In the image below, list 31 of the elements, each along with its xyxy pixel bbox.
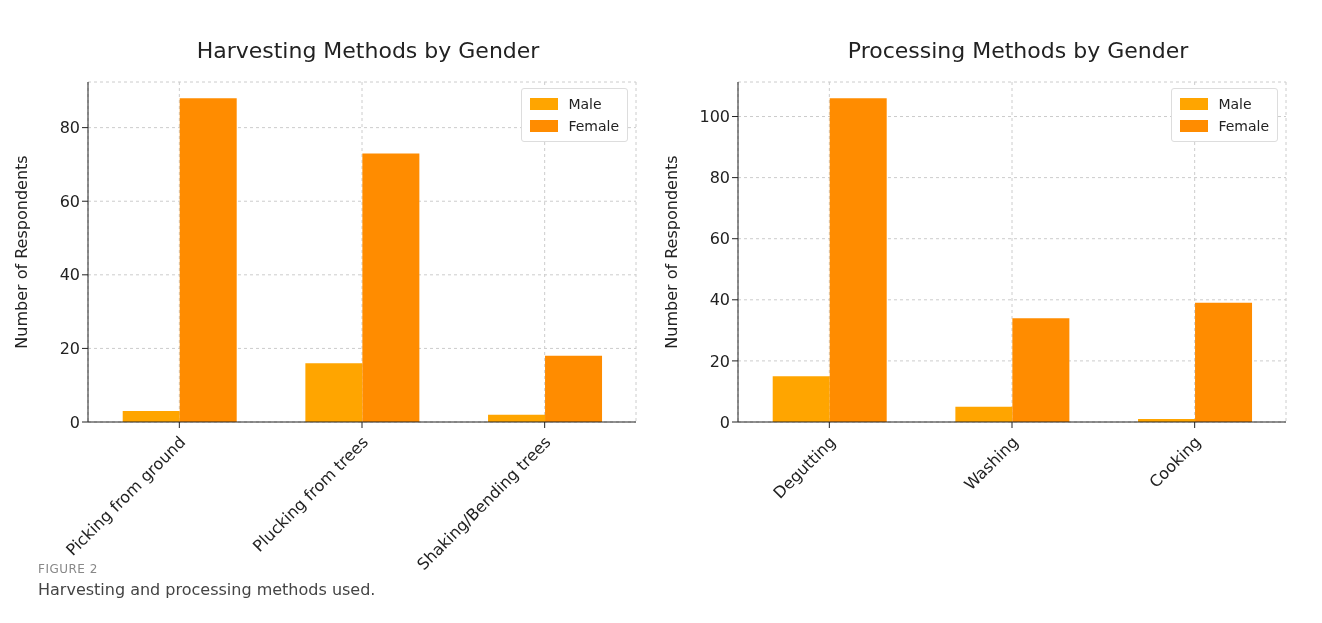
- y-tick-label: 80: [709, 168, 730, 188]
- bar: [955, 406, 1013, 422]
- y-tick-label: 20: [709, 351, 730, 371]
- bar: [305, 363, 363, 422]
- text: Harvesting and processing methods used.: [38, 580, 377, 599]
- bar: [1195, 302, 1253, 422]
- caption: FIGURE 2: [38, 562, 98, 576]
- bar: [829, 98, 887, 422]
- bar: [1012, 318, 1070, 422]
- chart-title: Harvesting Methods by Gender: [195, 38, 541, 65]
- legend-label: Male: [568, 95, 602, 114]
- y-tick-label: 60: [59, 191, 80, 211]
- y-tick-label: 100: [699, 107, 730, 127]
- y-tick-label: 0: [719, 412, 730, 432]
- y-tick-label: 20: [59, 339, 80, 359]
- y-tick-label: 60: [709, 229, 730, 249]
- legend-label: Female: [1218, 117, 1269, 136]
- bar: [545, 355, 603, 422]
- y-tick-label: 40: [709, 290, 730, 310]
- y-tick-label: 40: [59, 265, 80, 285]
- chart-title: Processing Methods by Gender: [846, 38, 1190, 65]
- bar: [122, 410, 180, 422]
- y-axis-title: Number of Respondents: [11, 155, 31, 349]
- legend-label: Male: [1218, 95, 1252, 114]
- legend-label: Female: [568, 117, 619, 136]
- y-tick-label: 80: [59, 118, 80, 138]
- bar: [362, 153, 420, 422]
- y-axis-title: Number of Respondents: [661, 155, 681, 349]
- bar: [772, 376, 830, 422]
- y-tick-label: 0: [69, 412, 80, 432]
- bar: [179, 98, 237, 422]
